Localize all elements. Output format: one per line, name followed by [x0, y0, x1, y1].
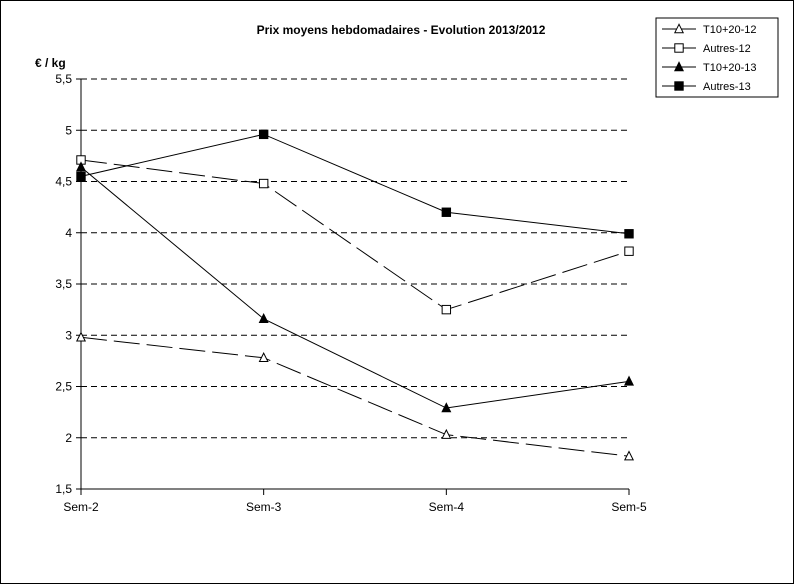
data-point — [624, 229, 634, 239]
y-axis-label: € / kg — [35, 56, 66, 70]
legend: T10+20-12 Autres-12 T10+20-13 Autres-13 — [655, 17, 779, 98]
data-point — [441, 428, 452, 439]
data-point — [624, 246, 634, 256]
legend-entry: T10+20-12 — [662, 23, 757, 36]
legend-entry: T10+20-13 — [662, 61, 757, 74]
series-3 — [75, 161, 635, 413]
data-point — [75, 161, 87, 172]
data-point — [623, 450, 635, 461]
legend-label: T10+20-12 — [703, 24, 757, 36]
series-2 — [76, 155, 634, 315]
series-group — [75, 129, 635, 461]
data-point — [441, 304, 452, 315]
x-ticks: Sem-2 Sem-3 Sem-4 Sem-5 — [63, 489, 647, 514]
legend-label: Autres-13 — [703, 81, 751, 93]
data-point — [441, 207, 452, 217]
y-tick-label: 5 — [65, 123, 72, 137]
data-point — [76, 171, 86, 182]
series-line — [80, 159, 630, 311]
data-point — [258, 129, 269, 140]
legend-label: T10+20-13 — [703, 62, 757, 74]
x-tick-label: Sem-2 — [63, 500, 99, 514]
data-point — [623, 375, 635, 386]
legend-marker — [673, 61, 685, 72]
series-line — [80, 336, 630, 457]
legend-marker — [674, 43, 684, 53]
data-point — [258, 351, 269, 362]
series-1 — [75, 331, 635, 461]
data-point — [441, 402, 452, 413]
legend-entry: Autres-13 — [662, 81, 751, 93]
data-point — [75, 331, 87, 342]
series-4 — [76, 129, 634, 239]
series-line — [80, 133, 630, 235]
y-tick-label: 2,5 — [55, 380, 72, 394]
y-ticks: 1,5 2 2,5 3 3,5 4 4,5 5 5,5 — [55, 72, 81, 496]
data-point — [258, 178, 269, 189]
y-tick-label: 4,5 — [55, 175, 72, 189]
x-tick-label: Sem-4 — [429, 500, 465, 514]
series-line — [80, 166, 630, 409]
y-tick-label: 5,5 — [55, 72, 72, 86]
y-tick-label: 3 — [65, 328, 72, 342]
chart-title: Prix moyens hebdomadaires - Evolution 20… — [257, 23, 546, 37]
y-tick-label: 1,5 — [55, 482, 72, 496]
x-tick-label: Sem-5 — [611, 500, 647, 514]
legend-marker — [674, 81, 684, 91]
x-tick-label: Sem-3 — [246, 500, 282, 514]
y-tick-label: 4 — [65, 226, 72, 240]
data-point — [258, 313, 269, 324]
legend-label: Autres-12 — [703, 43, 751, 55]
legend-marker — [673, 23, 685, 34]
gridlines — [81, 78, 629, 439]
y-tick-label: 3,5 — [55, 277, 72, 291]
y-tick-label: 2 — [65, 431, 72, 445]
legend-entry: Autres-12 — [662, 43, 751, 55]
